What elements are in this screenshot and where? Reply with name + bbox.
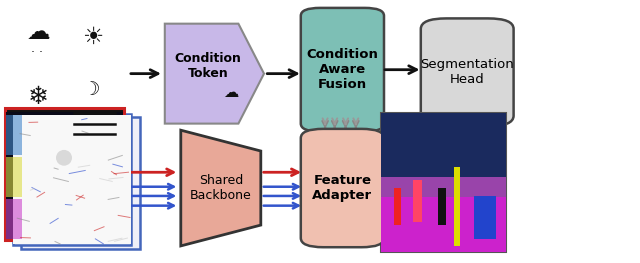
FancyBboxPatch shape	[381, 177, 506, 197]
Text: ☀: ☀	[82, 25, 104, 49]
FancyBboxPatch shape	[421, 18, 514, 126]
Ellipse shape	[56, 150, 72, 166]
FancyBboxPatch shape	[381, 190, 506, 252]
FancyBboxPatch shape	[413, 180, 422, 222]
FancyBboxPatch shape	[6, 115, 22, 155]
Text: Condition
Aware
Fusion: Condition Aware Fusion	[307, 48, 378, 91]
FancyBboxPatch shape	[13, 114, 131, 245]
Text: ☁: ☁	[27, 19, 50, 44]
FancyBboxPatch shape	[474, 196, 496, 239]
Text: · ·: · ·	[31, 46, 43, 59]
Text: Segmentation
Head: Segmentation Head	[420, 58, 514, 86]
FancyBboxPatch shape	[381, 113, 506, 180]
Text: ❄: ❄	[28, 85, 49, 109]
FancyBboxPatch shape	[6, 199, 22, 239]
FancyBboxPatch shape	[394, 188, 401, 225]
Text: Shared
Backbone: Shared Backbone	[190, 174, 252, 202]
Polygon shape	[165, 24, 264, 124]
Text: ☁: ☁	[223, 84, 238, 100]
FancyBboxPatch shape	[301, 129, 384, 247]
FancyBboxPatch shape	[381, 113, 506, 252]
FancyBboxPatch shape	[13, 115, 131, 244]
FancyBboxPatch shape	[454, 167, 460, 246]
FancyBboxPatch shape	[5, 108, 124, 240]
Text: Condition
Token: Condition Token	[175, 52, 241, 80]
FancyBboxPatch shape	[6, 112, 123, 239]
Text: Feature
Adapter: Feature Adapter	[312, 174, 372, 202]
FancyBboxPatch shape	[438, 188, 446, 225]
Text: ☽: ☽	[82, 80, 100, 99]
Polygon shape	[180, 130, 261, 246]
FancyBboxPatch shape	[301, 8, 384, 132]
FancyBboxPatch shape	[6, 157, 22, 197]
FancyBboxPatch shape	[21, 117, 140, 249]
